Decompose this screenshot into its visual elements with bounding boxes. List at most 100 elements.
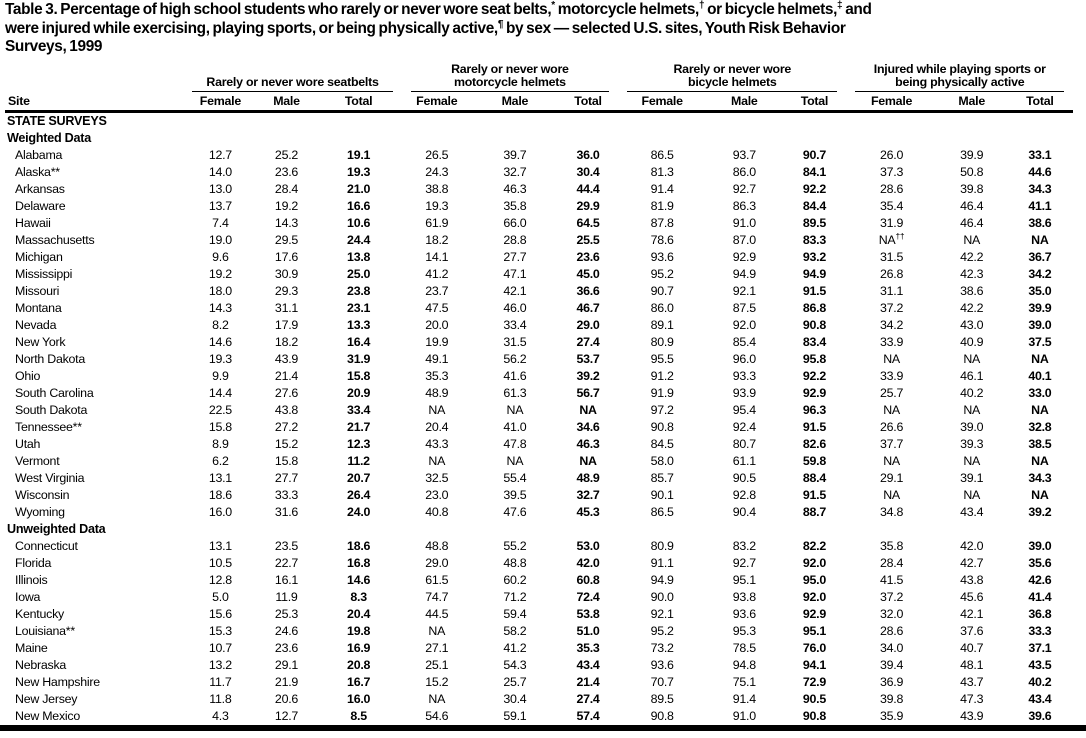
value-cell: 40.2: [960, 386, 984, 401]
value-cell: 37.6: [960, 624, 984, 639]
value-cell: 60.8: [576, 573, 600, 588]
value-cell: 12.8: [208, 573, 232, 588]
value-cell: 17.6: [274, 250, 299, 265]
value-cell: 95.8: [802, 352, 826, 367]
value-cell: 55.2: [503, 539, 527, 554]
value-cell: 95.1: [802, 624, 826, 639]
value-cell: 40.2: [1028, 675, 1052, 690]
value-cell: NA: [1031, 403, 1049, 418]
table-title: Table 3. Percentage of high school stude…: [5, 0, 872, 56]
value-cell: 33.3: [1028, 624, 1052, 639]
value-cell: 35.3: [576, 641, 600, 656]
value-cell: 19.0: [208, 233, 232, 248]
value-cell: 24.4: [347, 233, 371, 248]
value-cell: 43.0: [960, 318, 984, 333]
value-cell: 29.5: [274, 233, 299, 248]
value-cell: 42.2: [960, 301, 984, 316]
value-cell: 59.8: [802, 454, 826, 469]
value-cell: 27.4: [576, 335, 600, 350]
value-cell: 90.5: [802, 692, 826, 707]
value-cell: 35.0: [1028, 284, 1052, 299]
data-row: Illinois 12.8 16.1 14.6 61.5 60.2 60.8 94.9 95.1…: [5, 572, 1073, 589]
value-cell: 36.6: [576, 284, 600, 299]
value-cell: 45.0: [576, 267, 600, 282]
value-cell: 46.3: [503, 182, 527, 197]
value-cell: 40.9: [960, 335, 984, 350]
site-name: South Carolina: [15, 386, 94, 401]
value-cell: 80.9: [650, 335, 674, 350]
value-cell: 37.1: [1028, 641, 1052, 656]
value-cell: 33.9: [880, 369, 904, 384]
value-cell: 19.9: [425, 335, 449, 350]
value-cell: 93.2: [802, 250, 826, 265]
value-cell: 23.1: [347, 301, 371, 316]
value-cell: 44.5: [425, 607, 449, 622]
section-header-row: Unweighted Data: [5, 521, 1073, 538]
value-cell: 27.7: [503, 250, 527, 265]
value-cell: 92.0: [802, 556, 826, 571]
column-header-male: Male: [706, 91, 783, 114]
value-cell: 93.6: [732, 607, 756, 622]
value-cell: 96.0: [732, 352, 756, 367]
value-cell: 60.2: [503, 573, 527, 588]
value-cell: 44.6: [1028, 165, 1052, 180]
section-header-row: STATE SURVEYS: [5, 112, 1073, 131]
statistics-table: Rarely or never wore seatbelts Rarely or …: [5, 62, 1073, 726]
value-cell: 53.8: [576, 607, 600, 622]
value-cell: 91.0: [732, 709, 756, 724]
value-cell: 17.9: [274, 318, 299, 333]
value-cell: 39.9: [960, 148, 984, 163]
value-cell: 84.5: [650, 437, 674, 452]
value-cell: 41.5: [880, 573, 904, 588]
value-cell: 23.7: [425, 284, 449, 299]
value-cell: 61.5: [425, 573, 449, 588]
value-cell: 20.7: [347, 471, 371, 486]
site-name: Iowa: [15, 590, 41, 605]
value-cell: 28.8: [503, 233, 527, 248]
value-cell: 16.0: [208, 505, 232, 520]
value-cell: 12.3: [347, 437, 371, 452]
value-cell: 92.2: [802, 182, 826, 197]
value-cell: 23.8: [347, 284, 371, 299]
value-cell: 15.8: [208, 420, 232, 435]
value-cell: 39.8: [960, 182, 984, 197]
value-cell: 92.7: [732, 182, 756, 197]
value-cell: 24.6: [274, 624, 299, 639]
value-cell: 83.2: [732, 539, 756, 554]
value-cell: 20.8: [347, 658, 371, 673]
value-cell: 13.7: [208, 199, 232, 214]
value-cell: 30.4: [503, 692, 527, 707]
value-cell: 87.0: [732, 233, 756, 248]
data-row: Louisiana** 15.3 24.6 19.8 NA 58.2 51.0 95.2 95.…: [5, 623, 1073, 640]
value-cell: 16.1: [274, 573, 299, 588]
value-cell: 34.2: [880, 318, 904, 333]
value-cell: 86.0: [650, 301, 674, 316]
value-cell: 24.3: [425, 165, 449, 180]
value-cell: 82.2: [802, 539, 826, 554]
value-cell: 23.5: [274, 539, 299, 554]
value-cell: 13.0: [208, 182, 232, 197]
data-row: Alaska** 14.0 23.6 19.3 24.3 32.7 30.4 81.3 86.0…: [5, 164, 1073, 181]
value-cell: 33.0: [1028, 386, 1052, 401]
value-cell: 31.5: [503, 335, 527, 350]
data-row: Montana 14.3 31.1 23.1 47.5 46.0 46.7 86.0 87.5 8…: [5, 300, 1073, 317]
site-name: New Mexico: [15, 709, 80, 724]
value-cell: 29.1: [880, 471, 904, 486]
value-cell: 73.2: [650, 641, 674, 656]
value-cell: 95.4: [732, 403, 756, 418]
value-cell: 9.6: [212, 250, 229, 265]
value-cell: 39.4: [880, 658, 904, 673]
value-cell: 81.9: [650, 199, 674, 214]
data-row: South Carolina 14.4 27.6 20.9 48.9 61.3 56.7 91…: [5, 385, 1073, 402]
value-cell: 39.1: [960, 471, 984, 486]
value-cell: 85.4: [732, 335, 756, 350]
value-cell: 37.2: [880, 590, 904, 605]
value-cell: 91.9: [650, 386, 674, 401]
value-cell: 8.2: [212, 318, 229, 333]
value-cell: 48.9: [425, 386, 449, 401]
column-header-total: Total: [1006, 91, 1073, 114]
value-cell: 88.4: [802, 471, 826, 486]
value-cell: 8.5: [350, 709, 367, 724]
footnote-marker: ‡: [837, 0, 843, 11]
value-cell: 72.9: [802, 675, 826, 690]
